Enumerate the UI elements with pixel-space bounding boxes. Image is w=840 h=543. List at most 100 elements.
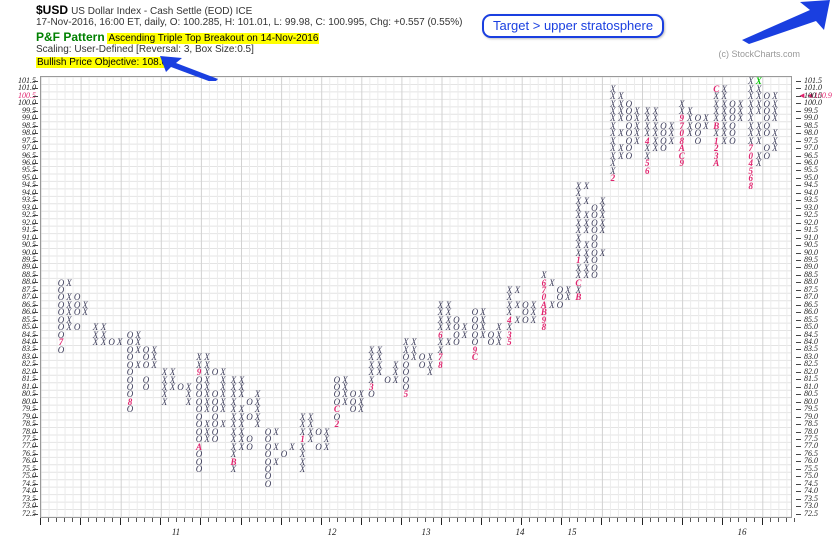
pnf-cell: X xyxy=(565,292,571,303)
pnf-month-marker: 6 xyxy=(438,329,443,340)
pnf-cell: X xyxy=(583,262,590,273)
y-axis-tickmark xyxy=(33,140,38,142)
pnf-cell: X xyxy=(230,441,237,452)
symbol-description: US Dollar Index - Cash Settle (EOD) ICE xyxy=(71,6,253,17)
pnf-cell: O xyxy=(211,367,219,378)
pnf-cell: O xyxy=(264,456,272,467)
pnf-cell: X xyxy=(644,120,651,131)
x-axis-tickmark xyxy=(553,518,555,522)
pnf-cell: X xyxy=(506,285,513,295)
pnf-cell: X xyxy=(634,128,640,139)
pnf-cell: X xyxy=(610,143,616,154)
y-axis-tick-label: 77.0 xyxy=(804,441,818,451)
pnf-cell: X xyxy=(238,389,245,400)
y-axis-tick-label: 95.5 xyxy=(22,165,36,175)
pnf-cell: X xyxy=(713,106,720,117)
y-axis-tickmark xyxy=(33,163,38,165)
pnf-cell: O xyxy=(126,374,134,385)
pnf-cell: X xyxy=(575,195,582,206)
x-axis-label: 15 xyxy=(567,527,577,537)
pnf-cell: O xyxy=(195,389,203,400)
y-axis-tickmark xyxy=(33,506,38,508)
pnf-month-marker: A xyxy=(540,299,547,310)
y-axis-tick-label: 83.5 xyxy=(804,344,818,354)
pnf-cell: O xyxy=(57,292,65,303)
y-axis-tickmark xyxy=(796,155,801,157)
pnf-cell: O xyxy=(591,255,598,266)
x-axis-tickmark xyxy=(665,518,667,522)
y-axis-tickmark xyxy=(33,88,38,90)
pnf-cell: O xyxy=(246,396,253,407)
symbol-label: $USD xyxy=(36,3,69,17)
x-axis-tickmark xyxy=(408,518,410,522)
pnf-month-marker: 8 xyxy=(541,322,547,333)
pnf-month-marker: 6 xyxy=(541,277,547,288)
y-axis-tick-label: 101.5 xyxy=(804,76,822,85)
pnf-cell: O xyxy=(315,441,322,452)
pnf-cell: X xyxy=(445,307,452,318)
x-axis-tickmark xyxy=(497,518,499,522)
x-axis-tickmark xyxy=(192,518,194,522)
x-axis-tickmark xyxy=(88,518,90,522)
y-axis-tick-label: 93.5 xyxy=(804,195,818,205)
y-axis-tick-label: 88.0 xyxy=(804,277,818,287)
pnf-cell: X xyxy=(427,359,433,370)
pnf-cell: X xyxy=(254,404,261,415)
pnf-cell: O xyxy=(763,98,771,109)
y-axis-tick-label: 81.5 xyxy=(22,374,36,384)
x-axis-tickmark xyxy=(368,518,370,522)
y-axis-tickmark xyxy=(33,95,38,97)
y-axis-tick-label: 86.5 xyxy=(804,299,818,309)
pnf-cell: X xyxy=(461,329,468,340)
x-axis-tickmark xyxy=(425,518,426,522)
pnf-cell: X xyxy=(135,359,141,370)
pnf-cell: X xyxy=(703,120,709,131)
pnf-cell: X xyxy=(273,426,279,437)
objective-pointer-arrow xyxy=(160,56,218,81)
y-axis-tick-label: 84.0 xyxy=(804,337,818,347)
pnf-cell: X xyxy=(135,337,141,348)
annotation-callout[interactable]: Target > upper stratosphere xyxy=(482,14,665,38)
pnf-cell: O xyxy=(729,120,736,131)
pnf-month-marker: 1 xyxy=(300,434,305,445)
pnf-cell: O xyxy=(315,426,322,437)
pnf-cell: X xyxy=(204,396,210,407)
pnf-cell: X xyxy=(368,367,375,378)
x-axis-tickmark xyxy=(545,518,547,522)
x-axis-tickmark xyxy=(633,518,635,522)
pnf-cell: X xyxy=(480,314,486,325)
y-axis-tick-label: 100.0 xyxy=(18,98,36,108)
x-axis-tickmark xyxy=(793,518,795,522)
pnf-cell: X xyxy=(92,329,99,340)
x-axis-tickmark xyxy=(761,518,763,525)
y-axis-tick-label: 96.5 xyxy=(804,150,818,160)
y-axis-tickmark xyxy=(33,446,38,448)
pnf-cell: O xyxy=(660,128,667,139)
pnf-cell: O xyxy=(195,463,203,474)
x-axis-tickmark xyxy=(465,518,467,522)
pnf-month-marker: B xyxy=(540,307,547,318)
pnf-cell: O xyxy=(625,106,633,117)
y-axis-tick-label: 92.5 xyxy=(804,210,818,220)
pnf-month-marker: 1 xyxy=(576,255,581,266)
pnf-cell: O xyxy=(763,91,771,102)
y-axis-tick-label: 96.5 xyxy=(22,150,36,160)
y-axis-tickmark xyxy=(796,125,801,127)
pnf-cell: O xyxy=(625,143,633,154)
pnf-month-marker: 5 xyxy=(645,158,650,169)
pnf-cell: O xyxy=(211,396,219,407)
y-axis-tickmark xyxy=(33,125,38,127)
x-axis-label: 11 xyxy=(171,527,181,537)
pnf-month-marker: B xyxy=(575,292,582,303)
pnf-cell: X xyxy=(583,180,590,191)
pnf-cell: O xyxy=(126,381,134,392)
y-axis-tickmark xyxy=(796,386,801,388)
x-axis-tickmark xyxy=(625,518,627,522)
pnf-cell: O xyxy=(471,337,479,348)
y-axis-tickmark xyxy=(33,483,38,485)
pnf-cell: X xyxy=(342,389,348,400)
y-axis-tickmark xyxy=(796,416,801,418)
y-axis-right: 101.5 101.0 ◄◄100.9 100.5 100.0 99.5 99.0 98.5 9… xyxy=(794,76,840,518)
y-axis-tick-label: 76.0 xyxy=(804,456,818,466)
